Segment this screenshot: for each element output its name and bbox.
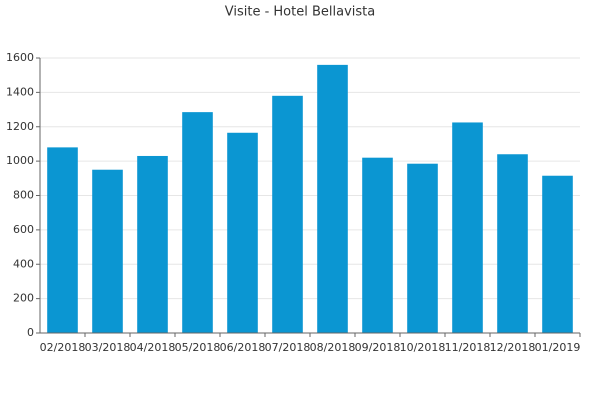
bar [407, 163, 438, 333]
x-tick-label: 04/2018 [130, 341, 176, 354]
y-tick-label: 1200 [6, 120, 34, 133]
x-tick-label: 05/2018 [175, 341, 221, 354]
bar [497, 154, 528, 333]
bar [272, 95, 303, 333]
x-tick-label: 09/2018 [355, 341, 401, 354]
bar [182, 112, 213, 333]
bar [137, 155, 168, 333]
x-tick-label: 10/2018 [400, 341, 446, 354]
y-tick-label: 1400 [6, 85, 34, 98]
x-tick-label: 12/2018 [490, 341, 536, 354]
chart-title: Visite - Hotel Bellavista [225, 5, 375, 20]
y-tick-label: 1600 [6, 51, 34, 64]
y-tick-label: 600 [13, 223, 34, 236]
bar [362, 157, 393, 333]
bar [47, 147, 78, 333]
bar [317, 64, 348, 333]
bar [542, 175, 573, 333]
y-tick-label: 800 [13, 189, 34, 202]
y-tick-label: 400 [13, 257, 34, 270]
x-tick-label: 08/2018 [310, 341, 356, 354]
bar [92, 169, 123, 333]
y-tick-label: 200 [13, 292, 34, 305]
bar [227, 132, 258, 333]
bar [452, 122, 483, 333]
x-tick-label: 03/2018 [85, 341, 131, 354]
x-tick-label: 07/2018 [265, 341, 311, 354]
y-tick-label: 0 [27, 326, 34, 339]
x-tick-label: 01/2019 [535, 341, 581, 354]
x-tick-label: 02/2018 [40, 341, 86, 354]
x-tick-label: 11/2018 [445, 341, 491, 354]
y-tick-label: 1000 [6, 154, 34, 167]
x-tick-label: 06/2018 [220, 341, 266, 354]
